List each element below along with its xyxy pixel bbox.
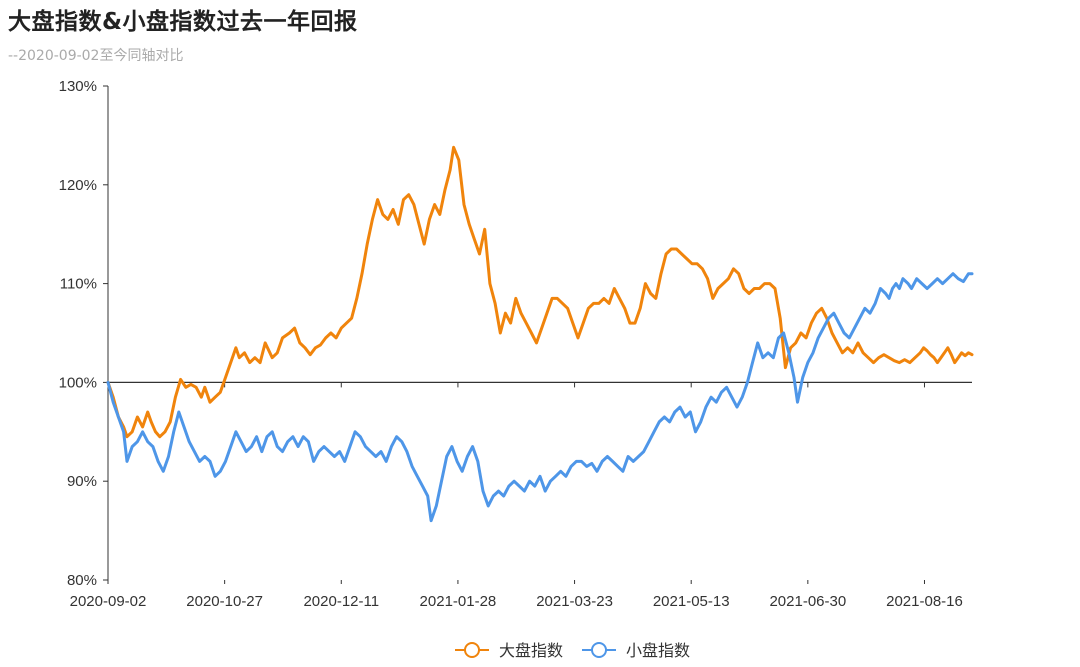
y-tick-label: 80% (67, 572, 97, 589)
x-tick-label: 2021-06-30 (769, 593, 846, 610)
legend-label: 小盘指数 (626, 641, 690, 660)
legend-swatch-circle (591, 642, 607, 658)
chart-legend[interactable]: 大盘指数 小盘指数 (455, 641, 690, 660)
x-tick-label: 2021-08-16 (886, 593, 963, 610)
legend-item[interactable]: 小盘指数 (582, 641, 690, 660)
chart-title: 大盘指数&小盘指数过去一年回报 (8, 9, 358, 35)
x-tick-label: 2020-10-27 (186, 593, 263, 610)
x-tick-label: 2021-03-23 (536, 593, 613, 610)
series-line-small-cap (106, 272, 974, 523)
y-tick-label: 90% (67, 473, 97, 490)
series-line-large-cap (106, 145, 974, 439)
chart-subtitle: --2020-09-02至今同轴对比 (8, 48, 184, 64)
legend-swatch-circle (464, 642, 480, 658)
chart-series (106, 145, 974, 523)
x-tick-label: 2021-01-28 (420, 593, 497, 610)
x-tick-label: 2020-12-11 (303, 593, 379, 610)
y-tick-label: 120% (59, 177, 97, 194)
chart-axes: 80% 90% 100% 110% 120% 130% 2020-09-02 2020-10-… (59, 78, 972, 610)
x-tick-label: 2021-05-13 (653, 593, 730, 610)
x-tick-label: 2020-09-02 (70, 593, 147, 610)
legend-label: 大盘指数 (499, 641, 563, 660)
y-tick-label: 100% (59, 374, 97, 391)
y-tick-label: 130% (59, 78, 97, 95)
legend-item[interactable]: 大盘指数 (455, 641, 563, 660)
y-tick-label: 110% (60, 276, 97, 293)
